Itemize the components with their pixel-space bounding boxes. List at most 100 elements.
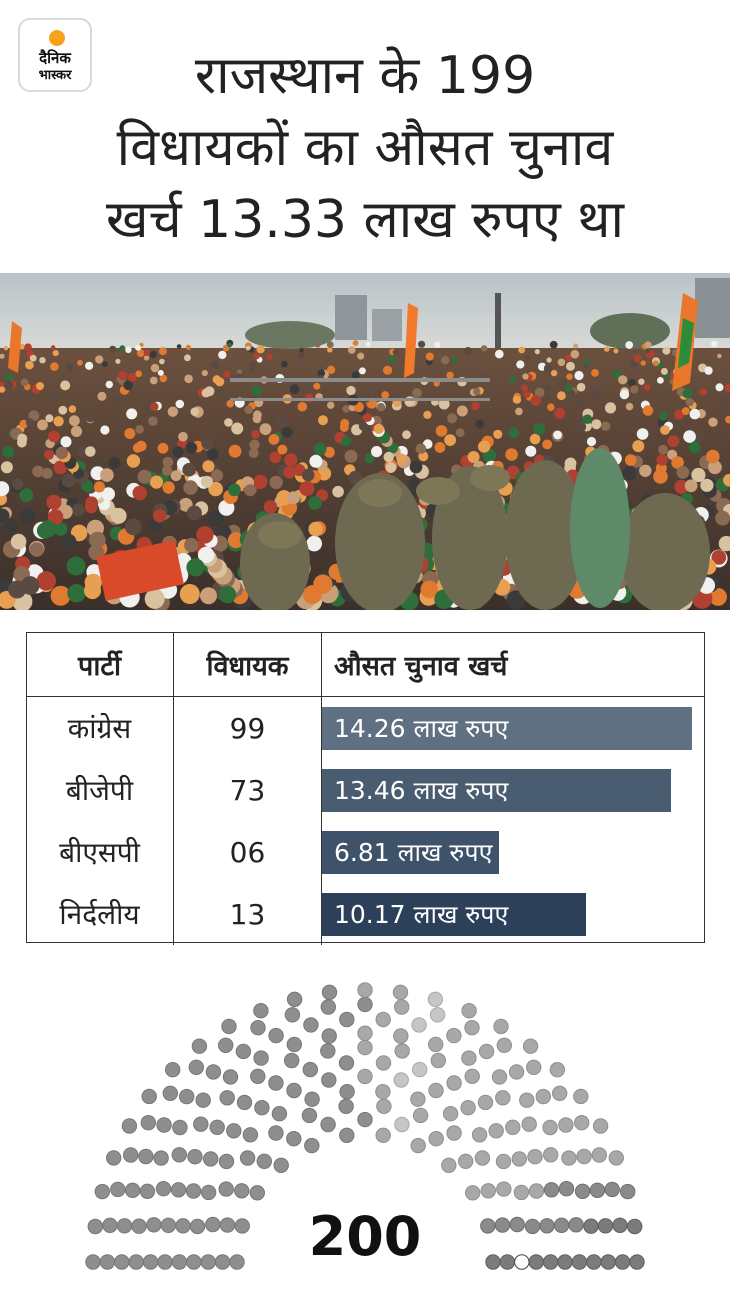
crowd-dot bbox=[190, 407, 200, 416]
expense-table: पार्टी विधायक औसत चुनाव खर्च कांग्रेस 99… bbox=[26, 632, 705, 945]
seat-dot bbox=[186, 1254, 202, 1270]
expense-bar: 10.17 लाख रुपए bbox=[322, 892, 586, 936]
crowd-dot bbox=[640, 360, 646, 366]
crowd-dot bbox=[627, 378, 636, 387]
crowd-dot bbox=[259, 423, 272, 436]
seat-dot bbox=[576, 1148, 592, 1165]
seat-dot bbox=[513, 1184, 530, 1201]
crowd-dot bbox=[583, 358, 590, 365]
crowd-dot bbox=[125, 346, 132, 353]
crowd-dot bbox=[196, 526, 214, 544]
seat-dot bbox=[339, 1011, 355, 1028]
seat-dot bbox=[188, 1059, 205, 1076]
seat-dot bbox=[412, 1107, 429, 1124]
seat-dot bbox=[250, 1020, 266, 1036]
crowd-dot bbox=[70, 425, 83, 437]
crowd-dot bbox=[557, 391, 566, 401]
seat-dot bbox=[428, 1131, 444, 1147]
seat-dot bbox=[187, 1149, 203, 1165]
crowd-dot bbox=[55, 446, 69, 460]
crowd-dot bbox=[591, 389, 601, 399]
crowd-dot bbox=[248, 448, 259, 459]
crowd-dot bbox=[711, 550, 727, 565]
crowd-dot bbox=[135, 370, 143, 378]
crowd-dot bbox=[364, 453, 375, 464]
crowd-dot bbox=[201, 437, 214, 450]
crowd-dot bbox=[604, 402, 617, 414]
crowd-dot bbox=[642, 405, 654, 416]
crowd-dot bbox=[184, 374, 193, 384]
seat-dot bbox=[511, 1151, 527, 1167]
crowd-dot bbox=[385, 462, 397, 473]
crowd-dot bbox=[318, 415, 328, 426]
crowd-dot bbox=[700, 478, 714, 492]
expense-bar: 14.26 लाख रुपए bbox=[322, 706, 692, 750]
crowd-dot bbox=[162, 456, 174, 468]
seat-dot bbox=[273, 1157, 289, 1174]
crowd-dot bbox=[249, 439, 260, 450]
crowd-dot bbox=[95, 355, 104, 364]
crowd-dot bbox=[376, 402, 386, 412]
seat-dot bbox=[357, 1068, 373, 1085]
crowd-dot bbox=[197, 546, 215, 564]
crowd-dot bbox=[313, 442, 327, 456]
seat-dot bbox=[268, 1125, 284, 1141]
seat-dot bbox=[627, 1218, 643, 1235]
seat-dot bbox=[394, 999, 410, 1015]
crowd-dot bbox=[525, 445, 537, 457]
crowd-dot bbox=[68, 405, 77, 413]
crowd-dot bbox=[39, 357, 46, 364]
crowd-dot bbox=[244, 484, 257, 497]
crowd-dot bbox=[185, 442, 198, 454]
crowd-dot bbox=[108, 457, 121, 470]
crowd-dot bbox=[20, 576, 40, 595]
dainik-bhaskar-logo: दैनिक भास्कर bbox=[18, 18, 92, 92]
crowd-dot bbox=[182, 462, 196, 477]
expense-bar: 13.46 लाख रुपए bbox=[322, 768, 671, 812]
seat-dot bbox=[524, 1218, 541, 1235]
crowd-dot bbox=[691, 467, 706, 483]
crowd-dot bbox=[326, 341, 334, 349]
crowd-dot bbox=[19, 508, 36, 525]
table-row: कांग्रेस 99 14.26 लाख रुपए bbox=[26, 696, 705, 759]
crowd-dot bbox=[184, 354, 191, 362]
seat-dot bbox=[410, 1137, 426, 1154]
crowd-dot bbox=[53, 460, 68, 475]
seat-dot bbox=[474, 1150, 491, 1166]
crowd-dot bbox=[41, 467, 53, 479]
crowd-dot bbox=[58, 405, 68, 415]
seat-dot bbox=[620, 1183, 636, 1200]
seat-dot bbox=[218, 1181, 234, 1197]
crowd-dot bbox=[143, 349, 151, 356]
seat-dot bbox=[195, 1092, 211, 1108]
crowd-dot bbox=[136, 349, 145, 357]
crowd-dot bbox=[132, 485, 147, 501]
seat-dot bbox=[153, 1150, 169, 1166]
seat-dot bbox=[131, 1218, 147, 1234]
crowd-dot bbox=[341, 436, 352, 447]
crowd-dot bbox=[662, 346, 671, 355]
seat-dot bbox=[155, 1181, 172, 1197]
crowd-dot bbox=[478, 440, 491, 453]
crowd-dot bbox=[3, 380, 14, 390]
crowd-dot bbox=[508, 427, 520, 439]
crowd-dot bbox=[674, 409, 685, 420]
header-party: पार्टी bbox=[26, 632, 174, 697]
crowd-dot bbox=[269, 451, 282, 464]
crowd-dot bbox=[632, 440, 645, 453]
crowd-dot bbox=[36, 522, 53, 539]
crowd-dot bbox=[362, 412, 372, 422]
seat-dot bbox=[321, 1028, 337, 1044]
seat-dot bbox=[375, 1127, 391, 1144]
crowd-dot bbox=[639, 464, 652, 477]
seat-dot bbox=[193, 1116, 209, 1132]
crowd-dot bbox=[522, 373, 529, 380]
crowd-dot bbox=[218, 585, 237, 604]
crowd-dot bbox=[313, 382, 321, 390]
rally-crowd-photo bbox=[0, 273, 730, 610]
crowd-dot bbox=[574, 370, 584, 381]
crowd-dot bbox=[10, 533, 27, 550]
seat-dot bbox=[589, 1182, 606, 1199]
seat-dot bbox=[268, 1075, 284, 1091]
crowd-dot bbox=[308, 521, 323, 537]
